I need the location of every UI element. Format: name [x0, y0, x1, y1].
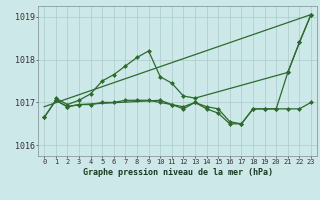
X-axis label: Graphe pression niveau de la mer (hPa): Graphe pression niveau de la mer (hPa) [83, 168, 273, 177]
